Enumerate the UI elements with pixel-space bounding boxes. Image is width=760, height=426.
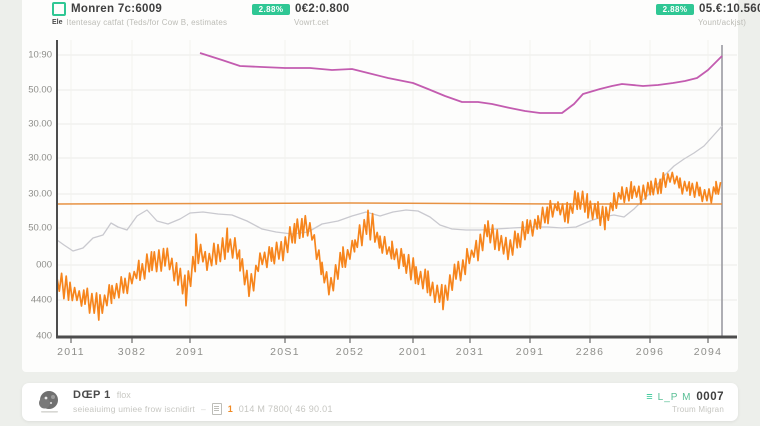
checkbox-icon[interactable] [52,2,66,16]
change-badge: 2.88% [252,3,290,15]
chart-card: Monren 7c:6009 Ele Itentesay catfat (Ted… [22,0,760,372]
y-tick-label: 30.00 [28,152,52,164]
instrument-info: Monren 7c:6009 Ele Itentesay catfat (Ted… [52,2,227,28]
change-badge-2: 2.88% [656,3,694,15]
series-benchmark [56,125,723,252]
secondary-caption: Yount/ackjst) [698,18,747,27]
footer-right-label: L_P M [657,391,692,403]
price-value: 0€2:0.800 [295,3,350,15]
exchange-icon: Ele [52,19,63,26]
series-upper-band [199,52,723,114]
x-tick-label: 2091 [175,346,205,358]
y-tick-label: 50.00 [28,222,52,234]
separator-dash: – [200,404,206,414]
x-tick-label: 2096 [635,346,665,358]
footer-tag: flox [116,390,131,400]
footer-title: DŒP 1 [73,389,111,401]
y-tick-label: 4400 [30,294,52,306]
x-tick-label: 2031 [455,346,485,358]
secondary-value: 05.€:10.560 [699,3,760,15]
x-tick-label: 2052 [335,346,365,358]
x-tick-label: 2001 [398,346,428,358]
x-tick-label: 20S1 [270,346,300,358]
x-tick-label: 2091 [515,346,545,358]
x-tick-label: 3082 [117,346,147,358]
status-left: DŒP 1 flox seieaiuimg umiee frow iscnidi… [36,389,333,415]
document-icon[interactable] [211,403,222,415]
logo-icon[interactable] [36,389,63,415]
y-tick-label: 30.00 [28,118,52,130]
footer-subtitle: seieaiuimg umiee frow iscnidirt [73,404,195,414]
price-caption: Vowrt.cet [294,18,329,27]
series-price [56,171,722,321]
x-tick-label: 2094 [693,346,723,358]
stat-text: 014 M 7800( 46 90.01 [238,404,333,414]
series-level-line [56,202,722,205]
menu-icon[interactable]: ≡ [646,390,653,403]
footer-right-subtitle: Troum Migran [672,404,724,414]
y-tick-label: 10:90 [28,49,52,61]
status-right: ≡ L_P M 0007 Troum Migran [646,391,724,414]
quote-secondary: 2.88% 05.€:10.560 Yount/ackjst) [656,2,760,28]
quote-primary: 2.88% 0€2:0.800 Vowrt.cet [252,2,350,28]
instrument-title: Monren 7c:6009 [71,3,163,15]
instrument-subtitle: Itentesay catfat (Teds/for Cow B, estima… [66,18,228,27]
y-tick-label: 400 [36,330,52,342]
y-tick-label: 50.00 [28,84,52,96]
footer-right-value: 0007 [696,390,724,403]
status-bar: DŒP 1 flox seieaiuimg umiee frow iscnidi… [22,383,738,421]
stat-highlight: 1 [227,404,233,414]
y-tick-label: 30.00 [28,188,52,200]
x-tick-label: 2011 [57,346,85,358]
x-tick-label: 2286 [575,346,605,358]
status-text: DŒP 1 flox seieaiuimg umiee frow iscnidi… [73,389,333,415]
y-tick-label: 000 [36,259,52,271]
